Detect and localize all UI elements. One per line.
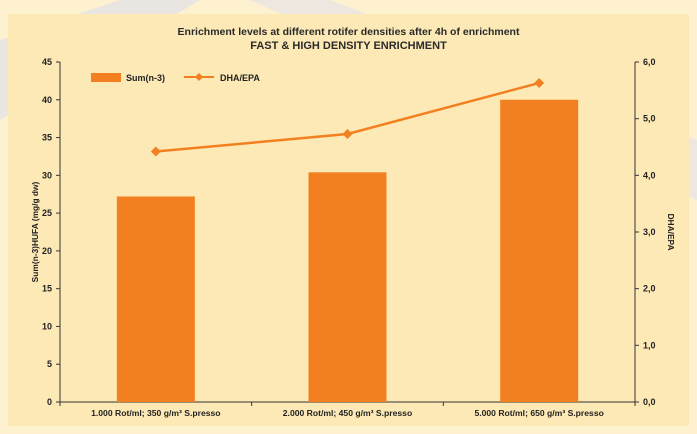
legend: Sum(n-3) DHA/EPA [91,73,260,83]
legend-swatch-sum [91,73,121,82]
point-dha-epa [150,146,161,157]
tick-labels: 0 5 10 15 20 25 30 35 40 45 0,0 1,0 2,0 3,0 4,0 5,0 6,0 1… [42,57,656,418]
point-dha-epa [342,128,353,139]
legend-swatch-marker [195,73,203,81]
y-tick-label-right: 5,0 [643,114,656,124]
y-axis-label: Sum(n-3)HUFA (mg/g dw) [30,181,40,282]
y-axis-right-label: DHA/EPA [666,213,676,250]
legend-label-dha-epa: DHA/EPA [220,73,260,83]
bars [116,99,579,403]
y-tick-label-left: 25 [42,208,52,218]
y-tick-label-left: 30 [42,170,52,180]
chart-title: Enrichment levels at different rotifer d… [177,26,520,38]
y-tick-label-left: 10 [42,321,52,331]
bar-sum-n3 [116,196,195,402]
y-tick-label-right: 6,0 [643,57,656,67]
y-tick-label-left: 0 [47,397,52,407]
y-tick-label-left: 45 [42,57,52,67]
y-tick-label-left: 40 [42,95,52,105]
dha-epa-line [150,77,545,157]
x-tick-label: 1.000 Rot/ml; 350 g/m³ S.presso [91,408,220,418]
y-tick-label-right: 0,0 [643,397,656,407]
chart-subtitle: FAST & HIGH DENSITY ENRICHMENT [250,40,447,52]
y-tick-label-right: 4,0 [643,170,656,180]
y-tick-label-right: 2,0 [643,284,656,294]
legend-label-sum: Sum(n-3) [126,73,165,83]
x-tick-label: 2.000 Rot/ml; 450 g/m³ S.presso [283,408,412,418]
y-tick-label-right: 3,0 [643,227,656,237]
y-tick-label-right: 1,0 [643,340,656,350]
point-dha-epa [534,77,545,88]
x-tick-label: 5.000 Rot/ml; 650 g/m³ S.presso [474,408,603,418]
y-tick-label-left: 20 [42,246,52,256]
y-tick-label-left: 35 [42,133,52,143]
y-tick-label-left: 15 [42,284,52,294]
bar-sum-n3 [308,172,387,402]
y-tick-label-left: 5 [47,359,52,369]
line-dha-epa [155,81,540,153]
bar-sum-n3 [500,99,579,403]
